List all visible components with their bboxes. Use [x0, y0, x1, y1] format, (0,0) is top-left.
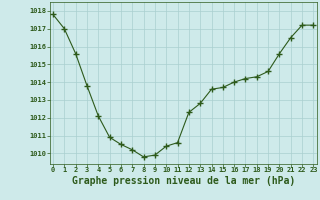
- X-axis label: Graphe pression niveau de la mer (hPa): Graphe pression niveau de la mer (hPa): [72, 176, 295, 186]
